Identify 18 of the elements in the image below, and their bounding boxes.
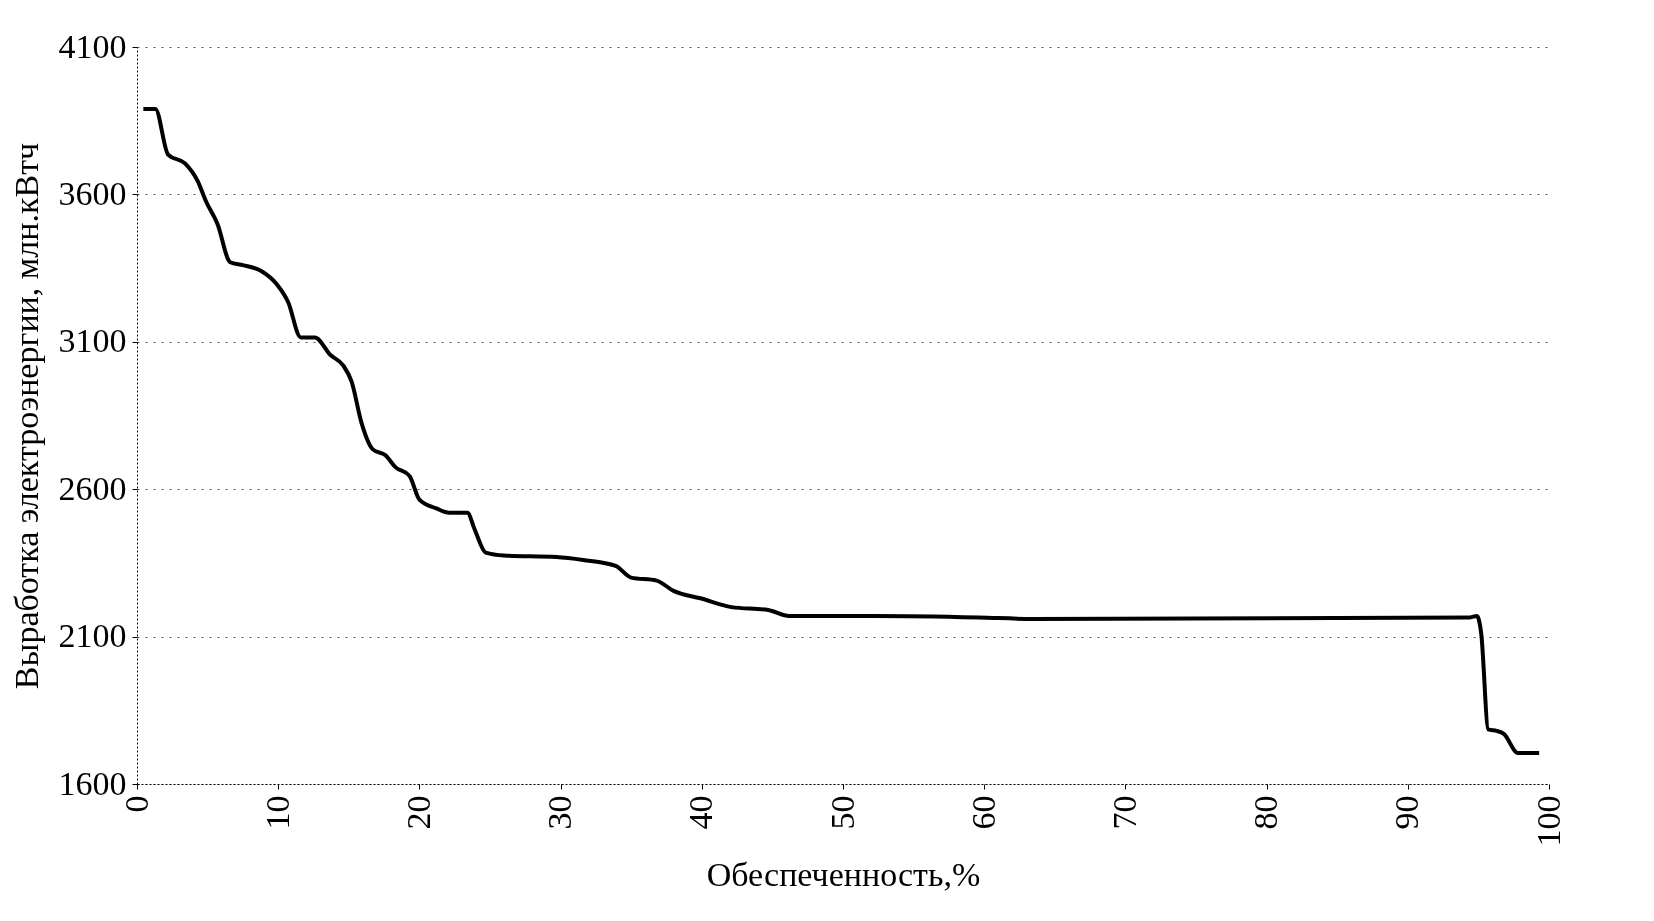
y-tick-label: 4100 — [58, 27, 127, 65]
x-tick-label: 40 — [682, 795, 720, 830]
x-axis-title: Обеспеченность,% — [706, 855, 981, 893]
y-tick-label: 2100 — [58, 617, 127, 655]
x-tick-label: 80 — [1247, 795, 1285, 830]
y-tick-label: 3100 — [58, 322, 127, 360]
x-tick-label: 20 — [399, 795, 437, 830]
x-tick-label: 70 — [1105, 795, 1143, 830]
x-tick-label: 10 — [258, 795, 296, 830]
x-tick-label: 60 — [964, 795, 1002, 830]
x-tick-label: 30 — [541, 795, 579, 830]
x-tick-label: 90 — [1388, 795, 1426, 830]
x-tick-label: 100 — [1529, 795, 1567, 847]
x-tick-label: 50 — [823, 795, 861, 830]
line-series — [141, 106, 1542, 756]
y-tick-label: 3600 — [58, 174, 127, 212]
y-axis-title: Выработка электроэнергии, млн.кВтч — [7, 142, 45, 690]
y-tick-label: 2600 — [58, 469, 127, 507]
